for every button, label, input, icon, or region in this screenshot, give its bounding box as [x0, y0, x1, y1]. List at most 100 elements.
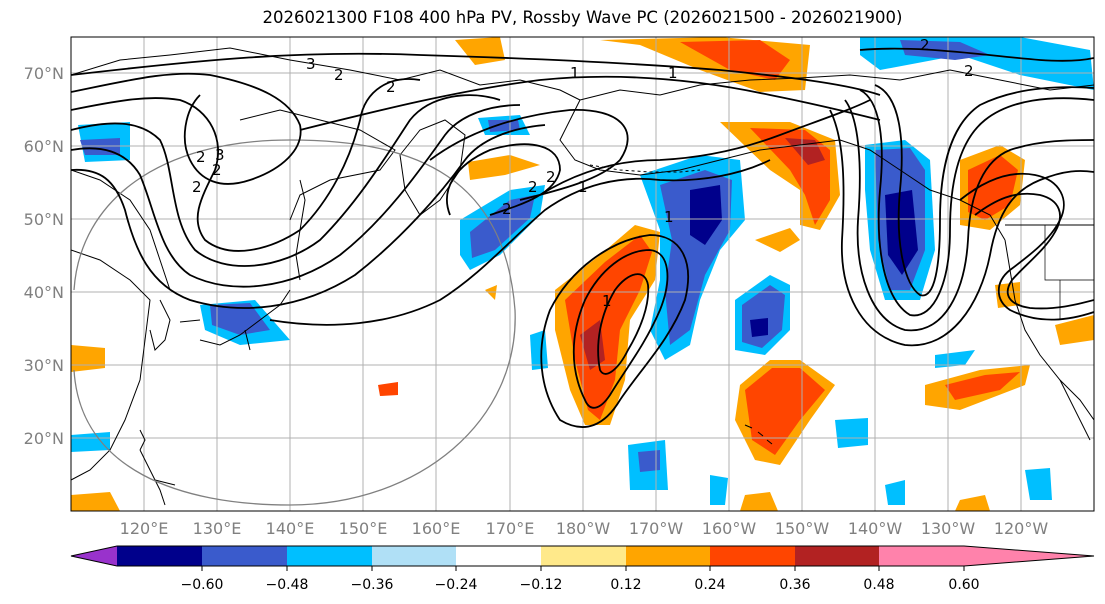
colorbar-segment: [795, 546, 879, 566]
contour-label: 1: [664, 208, 674, 226]
lon-label: 130°W: [921, 519, 976, 538]
colorbar-segment: [71, 546, 117, 566]
colorbar-segment: [117, 546, 202, 566]
negative-anomaly-south-3: [530, 330, 548, 370]
contour-cutoff-outer: [540, 234, 689, 428]
colorbar-segment: [964, 546, 1094, 566]
negative-anomaly-sea-okhotsk-core: [488, 120, 520, 132]
contour-west-4: [71, 104, 521, 288]
positive-anomaly-hawaii-core: [745, 368, 825, 455]
colorbar-segment: [710, 546, 795, 566]
positive-anomaly-gulf-alaska-peak: [785, 138, 825, 165]
coastlines: [71, 47, 1094, 506]
positive-anomaly-bottom: [740, 492, 778, 511]
contour-cutoff-mid: [572, 249, 669, 409]
great-circle: [73, 139, 516, 506]
colorbar-tick-label: −0.12: [520, 577, 563, 593]
lat-label: 60°N: [24, 137, 64, 156]
contour-label: 2: [192, 178, 202, 196]
colorbar-tick-label: 0.48: [863, 577, 894, 593]
map-border: [70, 36, 1095, 512]
negative-anomaly-midpacific-core: [750, 318, 768, 337]
contour-bering-1: [429, 109, 629, 201]
contour-mid-2: [539, 99, 871, 196]
negative-anomaly-bering-core: [470, 195, 535, 258]
pv-anomaly-shading: [71, 37, 1094, 511]
lon-label: 150°W: [775, 519, 830, 538]
negative-anomaly-east-low: [885, 480, 905, 505]
lat-label: 50°N: [24, 210, 64, 229]
north-america-west-coast: [1004, 239, 1094, 421]
colorbar-tick-label: −0.48: [266, 577, 309, 593]
contour-ridge-east-1: [959, 172, 1094, 321]
contour-label: 1: [668, 64, 678, 82]
contour-mid-1: [269, 159, 771, 326]
negative-anomaly-left-low: [71, 432, 110, 452]
lat-label: 70°N: [24, 64, 64, 83]
pv-contours: [71, 47, 1094, 428]
baja-california: [1059, 379, 1091, 441]
contour-arctic-1: [859, 47, 1094, 62]
taiwan: [139, 429, 146, 451]
contour-gulf-trough-4: [829, 109, 1094, 347]
lon-label: 120°E: [120, 519, 169, 538]
philippines: [139, 449, 176, 506]
hawaii: [744, 424, 773, 445]
colorbar-tick-label: −0.36: [351, 577, 394, 593]
colorbar-tick-label: −0.24: [435, 577, 478, 593]
negative-anomaly-subtropical-east: [935, 350, 975, 368]
lon-label: 160°W: [702, 519, 757, 538]
contour-label: 1: [602, 292, 612, 310]
lat-label: 40°N: [24, 283, 64, 302]
contour-label: 2: [528, 178, 538, 196]
positive-anomaly-okhotsk: [468, 155, 540, 180]
colorbar-segment: [541, 546, 626, 566]
contour-cutoff-inner: [597, 273, 650, 375]
canada-arctic: [899, 69, 1094, 91]
alaska-west-coast: [559, 99, 841, 176]
negative-anomaly-south-5: [1025, 468, 1052, 500]
colorbar-segment: [372, 546, 456, 566]
negative-anomaly-south-1-core: [638, 450, 660, 472]
colorbar: −0.60 −0.48 −0.36 −0.24 −0.12 0.12 0.24 …: [70, 545, 1095, 593]
positive-anomaly-east-edge: [1055, 315, 1094, 345]
contour-label: 2: [546, 168, 556, 186]
contour-zonal-1: [71, 52, 881, 96]
positive-anomaly-subtropical-east-core: [945, 372, 1020, 400]
positive-anomaly-mid-small: [755, 228, 800, 252]
contour-label: 2: [334, 66, 344, 84]
alaska-panhandle: [839, 139, 1006, 241]
lat-label: 20°N: [24, 429, 64, 448]
positive-anomaly-small-sw: [378, 382, 398, 396]
colorbar-outline: [70, 545, 1095, 567]
contour-label: 2: [196, 148, 206, 166]
contour-okhotsk-loop: [446, 143, 561, 216]
lon-label: 130°E: [193, 519, 242, 538]
lon-label: 180°W: [556, 519, 611, 538]
contour-label: 3: [215, 146, 225, 164]
contour-zonal-2: [299, 75, 881, 131]
colorbar-segment: [456, 546, 541, 566]
contour-label: 1: [578, 178, 588, 196]
colorbar-segment: [202, 546, 287, 566]
lon-label: 150°E: [339, 519, 388, 538]
korea-coast: [149, 299, 171, 351]
positive-anomaly-bottom-right: [955, 495, 990, 511]
lon-label: 120°W: [994, 519, 1049, 538]
contour-gulf-trough-3: [844, 99, 1094, 332]
colorbar-segment: [626, 546, 710, 566]
negative-anomaly-japan-core: [210, 303, 270, 335]
colorbar-tick-label: 0.60: [948, 577, 979, 593]
negative-anomaly-south-2: [835, 418, 868, 448]
positive-anomaly-bottom-left: [71, 492, 120, 511]
positive-anomaly-westcoast-core: [968, 155, 1018, 220]
contour-ridge-east-2: [974, 192, 1094, 310]
contour-gulf-trough-2: [874, 84, 1094, 297]
positive-anomaly-japan-south: [71, 345, 105, 372]
lon-label: 140°W: [848, 519, 903, 538]
contour-label: 3: [306, 55, 316, 73]
contour-label: 2: [920, 36, 930, 54]
japan-coast: [179, 289, 291, 351]
latitude-labels: 70°N 60°N 50°N 40°N 30°N 20°N: [24, 64, 64, 448]
colorbar-tick-label: 0.24: [694, 577, 725, 593]
